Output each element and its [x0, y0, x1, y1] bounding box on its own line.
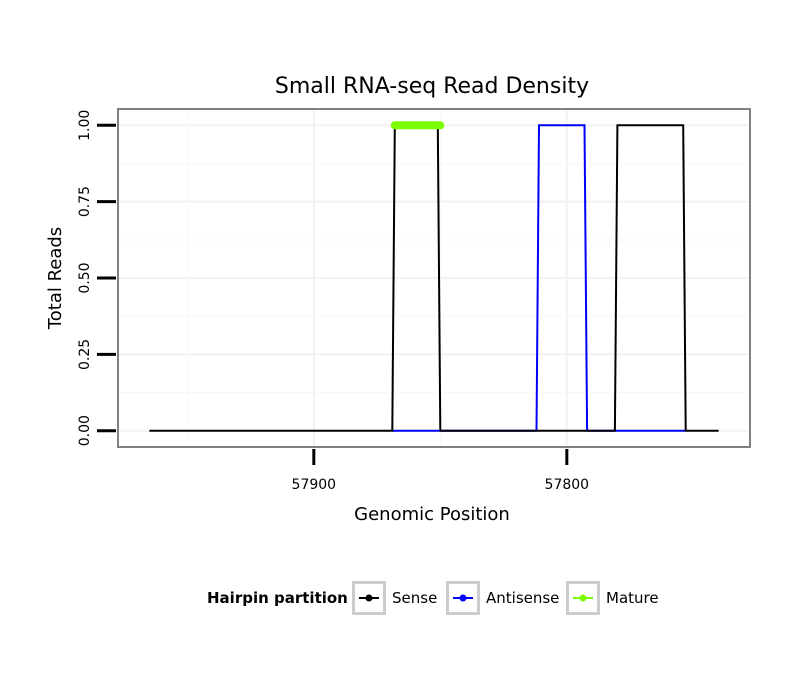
y-axis: 0.00 0.25 0.50 0.75 1.00	[77, 110, 116, 446]
series-layer	[149, 121, 719, 432]
legend-key-point	[365, 594, 373, 602]
legend-key-point	[579, 594, 587, 602]
x-tick-label: 57800	[545, 477, 590, 493]
legend-title: Hairpin partition	[207, 589, 348, 607]
legend-label: Mature	[606, 589, 659, 607]
legend-item-sense: Sense	[352, 581, 437, 615]
legend-label: Antisense	[486, 589, 559, 607]
series-line-sense	[149, 124, 719, 432]
legend-key-point	[459, 594, 467, 602]
legend-item-antisense: Antisense	[446, 581, 559, 615]
chart-title: Small RNA-seq Read Density	[275, 74, 589, 99]
y-tick-label: 0.00	[77, 415, 93, 446]
x-axis-label: Genomic Position	[354, 504, 510, 525]
grid	[119, 110, 749, 446]
legend-key-box	[352, 581, 386, 615]
legend-item-mature: Mature	[566, 581, 659, 615]
x-tick-label: 57900	[292, 477, 337, 493]
x-axis: 57900 57800	[292, 449, 590, 493]
y-tick-label: 0.25	[77, 339, 93, 370]
y-axis-label: Total Reads	[45, 227, 66, 330]
plot-panel-border	[117, 108, 751, 448]
legend: Hairpin partition Sense Antisense Mature	[207, 581, 659, 615]
y-tick-label: 0.50	[77, 262, 93, 293]
y-tick-label: 1.00	[77, 110, 93, 141]
legend-label: Sense	[392, 589, 437, 607]
y-tick-label: 0.75	[77, 186, 93, 217]
